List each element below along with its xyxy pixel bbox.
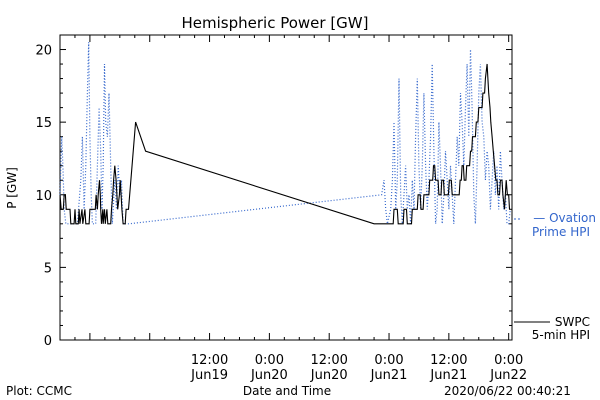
x-tick-label: 12:00 — [430, 353, 467, 368]
swpc-legend-label: 5-min HPI — [532, 328, 590, 342]
ovation-prime-hpi-line — [59, 42, 511, 225]
x-tick-date-label: Jun21 — [429, 368, 467, 383]
x-axis-label: Date and Time — [243, 384, 331, 398]
x-tick-label: 0:00 — [374, 353, 403, 368]
y-axis-label: P [GW] — [5, 167, 19, 209]
y-tick-label: 0 — [44, 334, 52, 349]
x-tick-label: 0:00 — [494, 353, 523, 368]
plot-frame — [59, 34, 513, 341]
x-tick-date-label: Jun19 — [190, 368, 228, 383]
series-layer — [59, 42, 511, 225]
y-tick-label: 20 — [35, 44, 52, 59]
timestamp: 2020/06/22 00:40:21 — [444, 384, 571, 398]
plot-axes: 0510152012:00Jun190:00Jun2012:00Jun200:0… — [35, 34, 527, 383]
plot-credit: Plot: CCMC — [6, 384, 72, 398]
x-tick-date-label: Jun21 — [370, 368, 408, 383]
y-tick-label: 10 — [35, 189, 52, 204]
swpc-legend-label: SWPC — [555, 315, 590, 329]
swpc-hpi-line — [59, 63, 511, 225]
x-tick-date-label: Jun22 — [489, 368, 527, 383]
ovation-legend-label: — Ovation — [533, 211, 596, 225]
x-tick-date-label: Jun20 — [310, 368, 348, 383]
x-tick-label: 12:00 — [191, 353, 228, 368]
y-tick-label: 15 — [35, 116, 52, 131]
y-tick-label: 5 — [44, 261, 52, 276]
x-tick-date-label: Jun20 — [250, 368, 288, 383]
x-tick-label: 12:00 — [310, 353, 347, 368]
ovation-legend-label: Prime HPI — [532, 225, 590, 239]
chart-title: Hemispheric Power [GW] — [182, 14, 369, 32]
x-tick-label: 0:00 — [255, 353, 284, 368]
